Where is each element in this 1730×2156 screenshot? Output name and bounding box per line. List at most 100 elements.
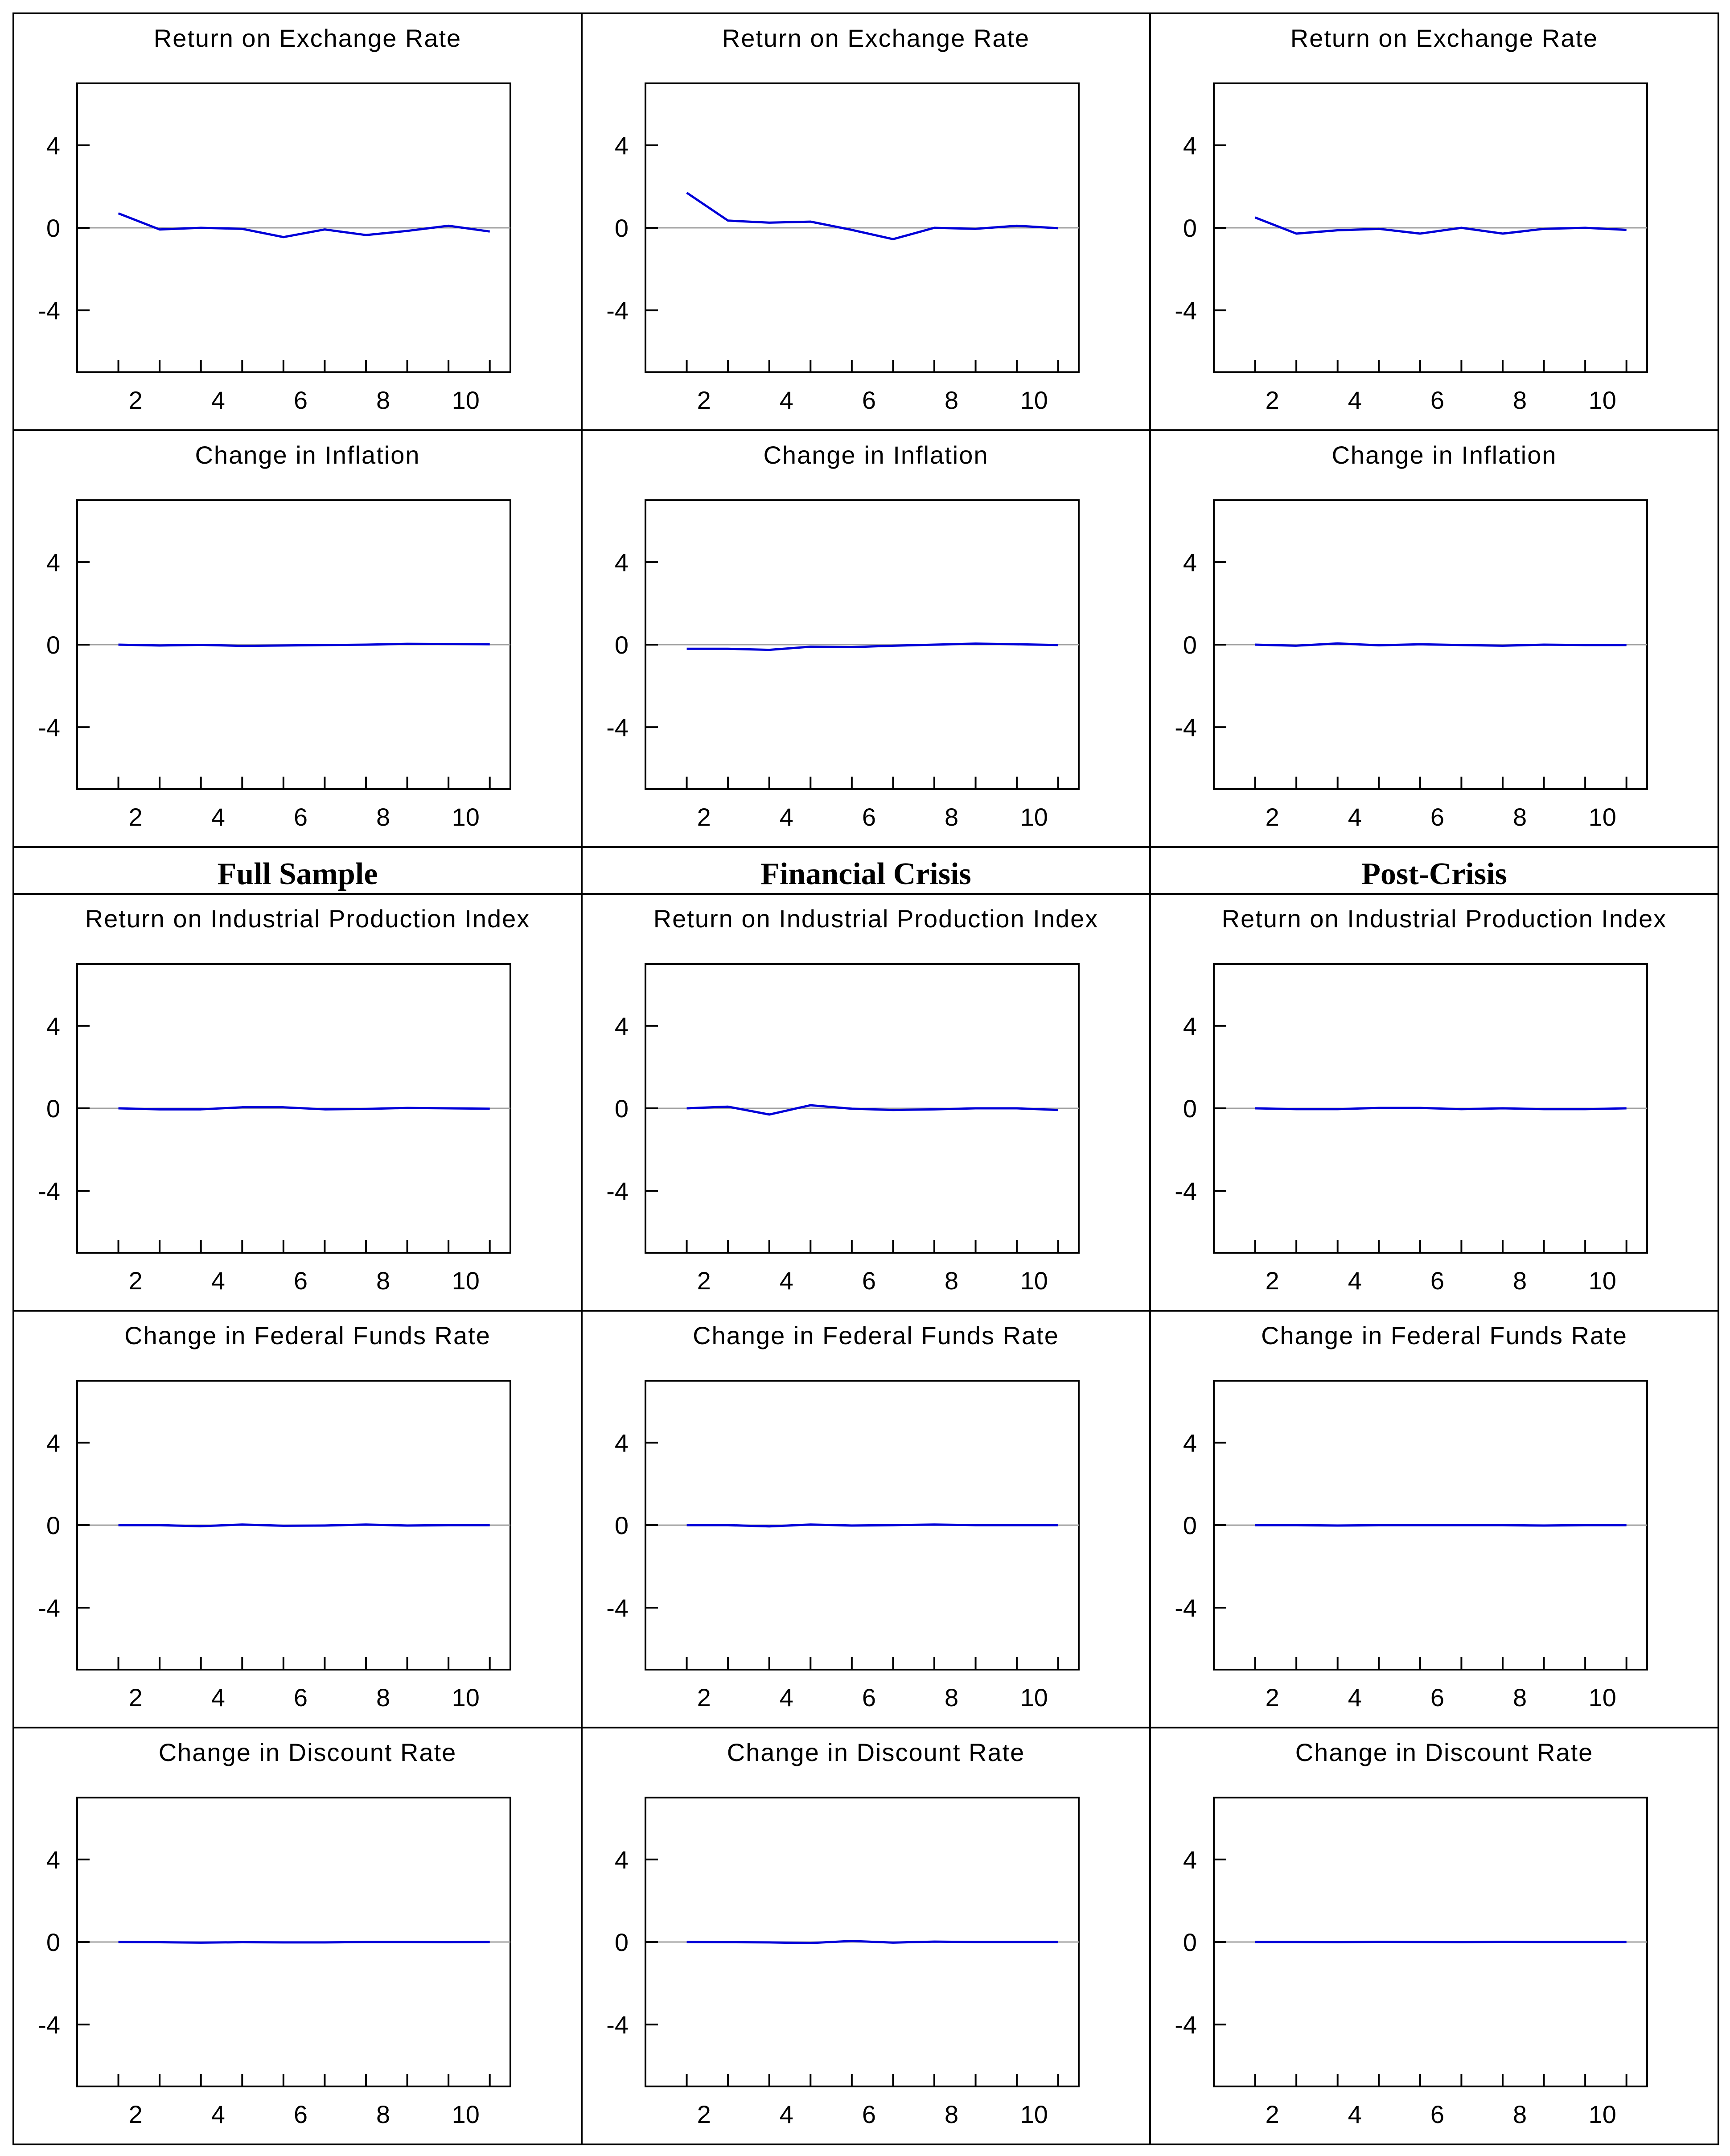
x-tick-label: 2 (129, 1267, 143, 1295)
y-tick-label: 4 (46, 548, 60, 576)
y-tick-label: 4 (1183, 132, 1197, 160)
x-tick-label: 2 (1266, 2100, 1279, 2128)
y-tick-label: -4 (1175, 713, 1197, 741)
chart-panel: Return on Industrial Production Index 4 0 -… (38, 905, 530, 1295)
x-tick-label: 4 (211, 1683, 225, 1712)
chart-panel: Change in Federal Funds Rate 4 0 -4 2 4 6 8 10 (38, 1321, 511, 1712)
y-tick-label: -4 (38, 1177, 60, 1205)
x-tick-label: 4 (1348, 803, 1362, 831)
x-tick-label: 10 (1020, 2100, 1048, 2128)
x-tick-label: 8 (376, 386, 390, 414)
x-tick-label: 10 (1589, 803, 1616, 831)
y-tick-label: 0 (615, 1928, 629, 1956)
x-tick-label: 6 (294, 386, 308, 414)
x-tick-label: 6 (862, 386, 876, 414)
x-tick-label: 2 (697, 1267, 711, 1295)
x-tick-label: 10 (1589, 1267, 1616, 1295)
chart-title: Return on Exchange Rate (1290, 24, 1598, 52)
chart-title: Change in Inflation (763, 441, 988, 469)
y-tick-label: 4 (615, 548, 629, 576)
y-tick-label: 4 (1183, 548, 1197, 576)
y-tick-label: 0 (46, 1928, 60, 1956)
y-tick-label: -4 (1175, 2011, 1197, 2039)
panel-grid (12, 12, 1719, 2145)
x-tick-label: 10 (1020, 803, 1048, 831)
series-line (1255, 1107, 1627, 1111)
y-tick-label: 0 (1183, 214, 1197, 242)
y-tick-label: -4 (1175, 1177, 1197, 1205)
chart-panel: Change in Inflation 4 0 -4 2 4 6 8 10 (38, 441, 511, 831)
chart-panel: Return on Industrial Production Index 4 0 -… (1175, 905, 1666, 1295)
y-tick-label: 4 (46, 1429, 60, 1457)
chart-panel: Change in Inflation 4 0 -4 2 4 6 8 10 (1175, 441, 1648, 831)
x-tick-label: 6 (294, 803, 308, 831)
x-tick-label: 10 (452, 386, 480, 414)
series-line (686, 192, 1058, 240)
y-tick-label: 0 (46, 1511, 60, 1539)
y-tick-label: 4 (46, 1846, 60, 1874)
x-tick-label: 4 (780, 386, 793, 414)
header-post-crisis: Post-Crisis (1361, 857, 1507, 891)
y-tick-label: 0 (615, 214, 629, 242)
chart-panel: Change in Federal Funds Rate 4 0 -4 2 4 6 8 10 (1175, 1321, 1648, 1712)
series-line (1255, 1524, 1627, 1527)
y-tick-label: 0 (1183, 1928, 1197, 1956)
y-tick-label: 0 (46, 631, 60, 659)
series-line (1254, 216, 1627, 235)
x-tick-label: 8 (1513, 386, 1527, 414)
chart-panel: Return on Exchange Rate 4 0 -4 2 4 6 8 10 (38, 24, 511, 414)
y-tick-label: -4 (38, 2011, 60, 2039)
chart-panel: Change in Discount Rate 4 0 -4 2 4 6 8 10 (38, 1738, 511, 2128)
y-tick-label: -4 (38, 296, 60, 325)
y-tick-label: 4 (615, 1846, 629, 1874)
x-tick-label: 6 (1430, 1683, 1444, 1712)
chart-title: Change in Federal Funds Rate (693, 1321, 1059, 1350)
x-tick-label: 6 (862, 803, 876, 831)
x-tick-label: 10 (1020, 1683, 1048, 1712)
x-tick-label: 8 (376, 1267, 390, 1295)
series-line (686, 1523, 1058, 1528)
x-tick-label: 8 (1513, 2100, 1527, 2128)
x-tick-label: 2 (697, 386, 711, 414)
chart-panel: Change in Federal Funds Rate 4 0 -4 2 4 6 8 10 (606, 1321, 1080, 1712)
x-tick-label: 6 (862, 2100, 876, 2128)
x-tick-label: 2 (129, 2100, 143, 2128)
y-tick-label: -4 (606, 296, 629, 325)
chart-title: Change in Discount Rate (1295, 1738, 1594, 1766)
x-tick-label: 8 (1513, 803, 1527, 831)
x-tick-label: 6 (294, 1267, 308, 1295)
x-tick-label: 4 (1348, 386, 1362, 414)
x-tick-label: 4 (211, 1267, 225, 1295)
y-tick-label: 0 (1183, 631, 1197, 659)
chart-panel: Change in Discount Rate 4 0 -4 2 4 6 8 10 (1175, 1738, 1648, 2128)
x-tick-label: 2 (1266, 1267, 1279, 1295)
y-tick-label: -4 (38, 713, 60, 741)
x-tick-label: 4 (1348, 1683, 1362, 1712)
x-tick-label: 10 (1589, 1683, 1616, 1712)
x-tick-label: 6 (294, 2100, 308, 2128)
x-tick-label: 2 (1266, 803, 1279, 831)
chart-title: Change in Discount Rate (159, 1738, 457, 1766)
x-tick-label: 2 (697, 2100, 711, 2128)
series-line (686, 1940, 1058, 1944)
chart-title: Return on Industrial Production Index (85, 905, 530, 933)
x-tick-label: 8 (945, 386, 958, 414)
x-tick-label: 8 (1513, 1267, 1527, 1295)
series-line (118, 212, 490, 239)
x-tick-label: 6 (1430, 386, 1444, 414)
header-financial-crisis: Financial Crisis (760, 857, 971, 891)
y-tick-label: -4 (606, 1594, 629, 1622)
series-line (686, 1104, 1058, 1116)
x-tick-label: 4 (780, 1267, 793, 1295)
series-line (118, 1106, 490, 1111)
x-tick-label: 4 (211, 2100, 225, 2128)
y-tick-label: 0 (46, 1094, 60, 1123)
series-line (686, 642, 1058, 651)
y-tick-label: -4 (1175, 296, 1197, 325)
y-tick-label: 4 (46, 132, 60, 160)
x-tick-label: 10 (452, 1267, 480, 1295)
x-tick-label: 4 (1348, 2100, 1362, 2128)
x-tick-label: 8 (945, 1267, 958, 1295)
chart-title: Change in Federal Funds Rate (124, 1321, 491, 1350)
chart-title: Change in Inflation (195, 441, 420, 469)
